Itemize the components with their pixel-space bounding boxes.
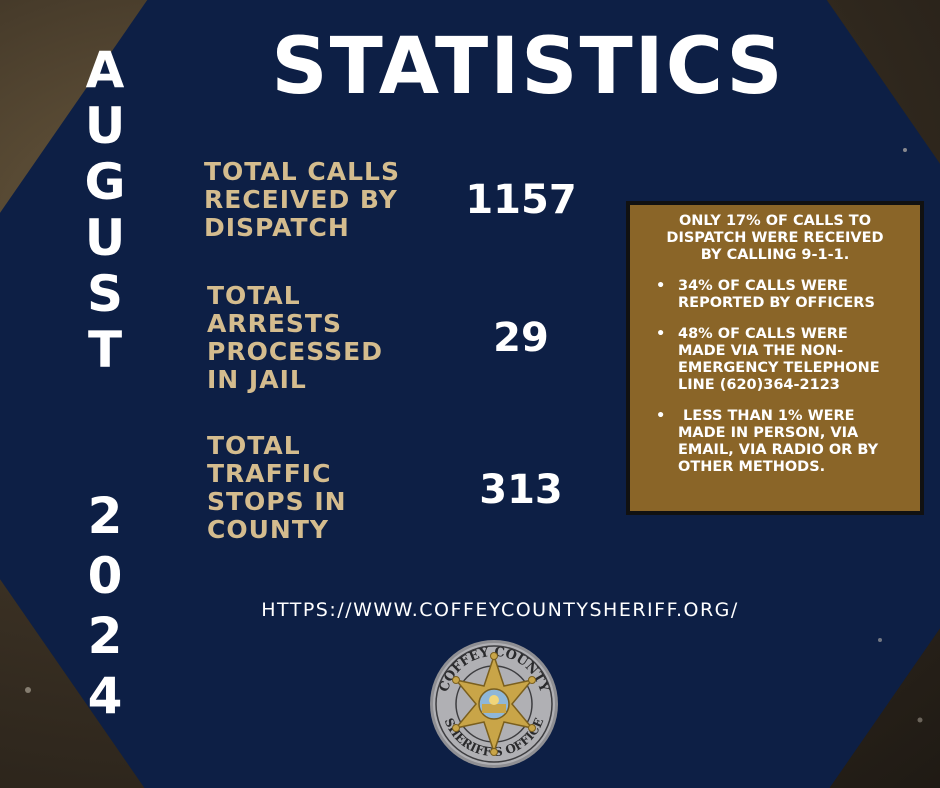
- year-digit: 4: [87, 667, 123, 725]
- stat-arrests-value: 29: [493, 315, 549, 361]
- year-vertical: 2 0 2 4: [76, 486, 134, 726]
- bullet-dot-icon: •: [656, 326, 666, 342]
- info-bullet: • 48% OF CALLS WERE MADE VIA THE NON- EM…: [642, 326, 908, 394]
- stat-label-line: ARRESTS: [207, 309, 342, 338]
- info-intro-line: ONLY 17% OF CALLS TO: [678, 213, 872, 229]
- stat-calls-value: 1157: [465, 177, 577, 223]
- info-intro: ONLY 17% OF CALLS TO DISPATCH WERE RECEI…: [642, 213, 908, 264]
- info-bullet: • LESS THAN 1% WERE MADE IN PERSON, VIA …: [642, 408, 908, 476]
- month-letter: U: [84, 209, 126, 267]
- info-bullet-line: EMAIL, VIA RADIO OR BY: [678, 442, 879, 458]
- year-digit: 2: [87, 487, 123, 545]
- website-link[interactable]: HTTPS://WWW.COFFEYCOUNTYSHERIFF.ORG/: [261, 599, 739, 621]
- info-bullet-line: 48% OF CALLS WERE: [678, 326, 848, 342]
- info-bullet: • 34% OF CALLS WERE REPORTED BY OFFICERS: [642, 278, 908, 312]
- sheriff-seal-logo: COFFEY COUNTY SHERIFF'S OFFICE: [430, 640, 558, 768]
- stat-calls-label: TOTAL CALLS RECEIVED BY DISPATCH: [204, 158, 400, 242]
- info-intro-line: BY CALLING 9-1-1.: [700, 247, 850, 263]
- month-letter: G: [84, 153, 126, 211]
- month-letter: U: [84, 97, 126, 155]
- info-bullet-line: LESS THAN 1% WERE: [678, 408, 855, 424]
- stat-label-line: TOTAL CALLS: [204, 157, 400, 186]
- dispatch-info-box: ONLY 17% OF CALLS TO DISPATCH WERE RECEI…: [626, 201, 924, 515]
- month-letter: A: [85, 41, 125, 99]
- stat-label-line: TRAFFIC: [207, 459, 332, 488]
- month-letter: S: [86, 265, 123, 323]
- stat-label-line: STOPS IN: [207, 487, 347, 516]
- stat-arrests-label: TOTAL ARRESTS PROCESSED IN JAIL: [207, 282, 383, 394]
- info-bullet-line: REPORTED BY OFFICERS: [678, 295, 875, 311]
- info-bullet-line: LINE (620)364-2123: [678, 377, 840, 393]
- month-vertical: A U G U S T: [76, 42, 134, 378]
- stat-label-line: TOTAL: [207, 281, 301, 310]
- info-bullet-line: MADE IN PERSON, VIA: [678, 425, 859, 441]
- info-intro-line: DISPATCH WERE RECEIVED: [666, 230, 884, 246]
- stat-label-line: TOTAL: [207, 431, 301, 460]
- stat-label-line: PROCESSED: [207, 337, 383, 366]
- info-bullet-line: EMERGENCY TELEPHONE: [678, 360, 880, 376]
- info-bullet-line: OTHER METHODS.: [678, 459, 826, 475]
- info-bullet-line: 34% OF CALLS WERE: [678, 278, 848, 294]
- bullet-dot-icon: •: [656, 278, 666, 294]
- stat-label-line: COUNTY: [207, 515, 329, 544]
- info-bullet-line: MADE VIA THE NON-: [678, 343, 844, 359]
- bullet-dot-icon: •: [656, 408, 666, 424]
- month-letter: T: [87, 321, 123, 379]
- stat-label-line: DISPATCH: [204, 213, 350, 242]
- stat-label-line: RECEIVED BY: [204, 185, 398, 214]
- stat-label-line: IN JAIL: [207, 365, 307, 394]
- page-title: STATISTICS: [271, 22, 785, 112]
- info-bullet-list: • 34% OF CALLS WERE REPORTED BY OFFICERS…: [642, 278, 908, 476]
- stat-traffic-value: 313: [479, 467, 563, 513]
- year-digit: 2: [87, 607, 123, 665]
- stat-traffic-label: TOTAL TRAFFIC STOPS IN COUNTY: [207, 432, 347, 544]
- year-digit: 0: [87, 547, 123, 605]
